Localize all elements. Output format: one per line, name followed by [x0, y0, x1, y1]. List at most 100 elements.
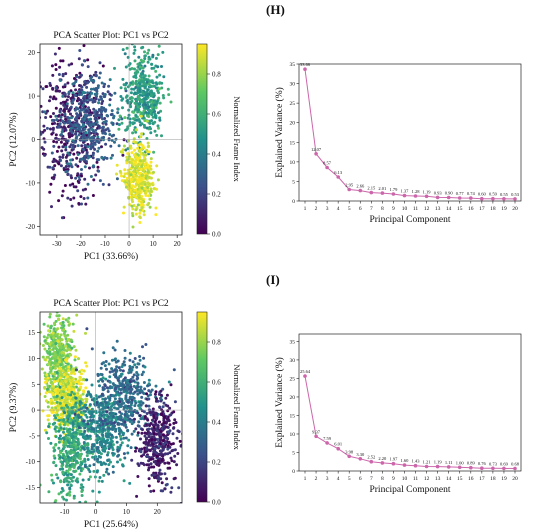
data-point — [121, 362, 125, 366]
data-point — [154, 390, 158, 394]
data-point — [59, 159, 63, 162]
variance-point — [391, 461, 396, 466]
data-point — [77, 114, 81, 118]
variance-point — [303, 67, 307, 71]
data-point — [152, 435, 156, 439]
data-point — [111, 346, 115, 350]
data-point — [165, 425, 169, 429]
data-point — [102, 473, 106, 477]
data-point — [85, 378, 89, 382]
data-point — [120, 412, 124, 416]
x-tick-label: 12 — [424, 476, 430, 482]
data-point — [167, 441, 171, 445]
data-point — [54, 328, 58, 332]
data-point — [135, 128, 139, 132]
data-point — [152, 450, 156, 454]
data-point — [151, 447, 154, 451]
data-point — [98, 430, 101, 434]
data-label: 0.59 — [489, 192, 498, 197]
data-point — [138, 208, 142, 212]
data-point — [97, 490, 101, 494]
data-point — [57, 46, 61, 50]
data-point — [86, 182, 90, 186]
data-point — [51, 122, 54, 126]
colorbar-label: Normalized Frame Index — [232, 364, 242, 450]
data-point — [110, 386, 114, 389]
data-point — [109, 443, 113, 447]
data-point — [82, 377, 86, 381]
data-point — [111, 403, 115, 407]
data-point — [133, 59, 137, 63]
data-point — [83, 157, 87, 161]
data-point — [138, 63, 142, 67]
data-point — [86, 121, 89, 125]
data-point — [124, 183, 128, 187]
data-point — [140, 99, 144, 103]
data-point — [84, 500, 88, 503]
data-label: 6.01 — [334, 442, 342, 447]
data-point — [70, 204, 74, 208]
data-point — [68, 458, 71, 462]
data-point — [100, 105, 104, 109]
data-point — [59, 164, 63, 168]
data-point — [55, 314, 59, 318]
data-point — [106, 451, 110, 455]
data-point — [128, 481, 132, 485]
data-point — [66, 151, 70, 155]
data-point — [79, 129, 83, 133]
data-point — [96, 457, 100, 461]
data-point — [54, 133, 58, 137]
data-point — [150, 388, 154, 392]
data-point — [154, 399, 158, 403]
data-point — [53, 372, 57, 376]
data-point — [82, 441, 86, 444]
data-point — [87, 106, 90, 110]
data-point — [101, 131, 105, 135]
data-point — [62, 430, 65, 434]
data-point — [146, 114, 149, 118]
plot-frame — [298, 63, 522, 202]
data-point — [135, 155, 139, 159]
data-label: 0.90 — [445, 190, 454, 195]
data-point — [141, 428, 144, 432]
data-point — [87, 129, 91, 133]
data-point — [111, 443, 115, 447]
data-point — [82, 197, 86, 200]
data-point — [83, 457, 87, 461]
data-point — [74, 136, 78, 140]
data-point — [57, 446, 61, 450]
data-point — [169, 413, 173, 417]
data-point — [162, 96, 166, 100]
colorbar-tick-label: 0.6 — [212, 111, 221, 119]
data-point — [70, 379, 73, 382]
data-point — [163, 452, 167, 456]
data-point — [136, 362, 140, 366]
data-point — [54, 68, 58, 71]
data-point — [133, 178, 137, 182]
data-point — [131, 365, 135, 369]
data-point — [136, 433, 140, 437]
data-point — [78, 178, 82, 182]
data-point — [166, 447, 170, 451]
plot-frame — [39, 311, 183, 504]
data-point — [155, 438, 159, 441]
variance-point — [314, 152, 318, 156]
data-point — [149, 131, 153, 135]
data-point — [153, 114, 157, 118]
data-point — [64, 477, 68, 481]
data-point — [108, 92, 112, 96]
variance-point — [502, 197, 506, 201]
data-point — [153, 103, 157, 107]
data-point — [89, 87, 93, 91]
x-tick-label: 14 — [446, 476, 452, 482]
data-point — [101, 117, 104, 121]
data-point — [104, 142, 108, 146]
data-point — [142, 80, 146, 84]
data-point — [99, 366, 103, 370]
data-point — [81, 392, 85, 396]
data-point — [87, 478, 91, 481]
data-point — [49, 326, 53, 330]
data-point — [137, 464, 141, 467]
data-point — [54, 429, 58, 433]
data-point — [116, 111, 120, 115]
